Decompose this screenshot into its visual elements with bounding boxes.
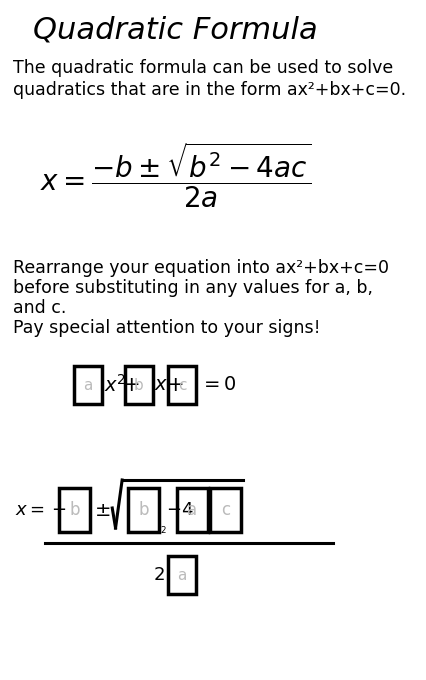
Text: $\pm$: $\pm$ (94, 500, 110, 520)
Text: quadratics that are in the form ax²+bx+c=0.: quadratics that are in the form ax²+bx+c… (13, 81, 406, 99)
Bar (74, 366, 102, 404)
Bar (167, 556, 195, 594)
Text: $x = -$: $x = -$ (15, 501, 66, 519)
Text: $x = \dfrac{-b \pm \sqrt{b^2 - 4ac}}{2a}$: $x = \dfrac{-b \pm \sqrt{b^2 - 4ac}}{2a}… (40, 140, 311, 209)
Bar (176, 488, 207, 532)
Text: b: b (133, 377, 143, 392)
Text: a: a (83, 377, 93, 392)
Text: Quadratic Formula: Quadratic Formula (33, 16, 317, 44)
Text: Pay special attention to your signs!: Pay special attention to your signs! (13, 319, 320, 337)
Text: $+$: $+$ (122, 375, 139, 395)
Bar (168, 366, 196, 404)
Text: a: a (176, 568, 186, 583)
Text: b: b (69, 501, 79, 519)
Bar (58, 488, 90, 532)
Text: $x$: $x$ (154, 375, 168, 394)
Text: $+$: $+$ (165, 375, 183, 395)
Text: and c.: and c. (13, 299, 66, 317)
Text: $= 0$: $= 0$ (199, 375, 236, 394)
Text: before substituting in any values for a, b,: before substituting in any values for a,… (13, 279, 372, 297)
Text: b: b (138, 501, 149, 519)
Text: c: c (220, 501, 229, 519)
Text: The quadratic formula can be used to solve: The quadratic formula can be used to sol… (13, 59, 392, 77)
Text: $^2$: $^2$ (160, 526, 167, 539)
Text: $2$: $2$ (153, 566, 165, 584)
Text: Rearrange your equation into ax²+bx+c=0: Rearrange your equation into ax²+bx+c=0 (13, 259, 388, 277)
Bar (128, 488, 159, 532)
Text: c: c (178, 377, 186, 392)
Bar (209, 488, 240, 532)
Bar (124, 366, 153, 404)
Text: a: a (187, 501, 197, 519)
Text: $- 4$: $- 4$ (165, 501, 193, 519)
Text: $x^2$: $x^2$ (104, 374, 126, 396)
